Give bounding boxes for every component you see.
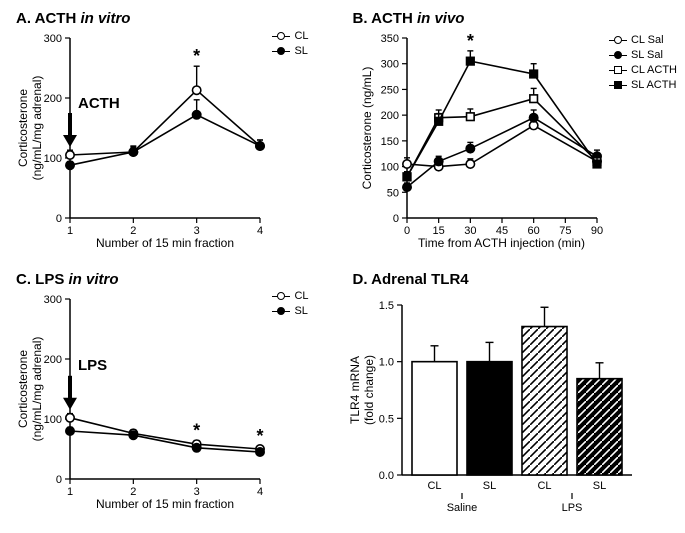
panel-c-lps-in-vitro: C. LPS in vitro Corticosterone(ng/mL/mg a… <box>10 271 339 524</box>
legend-marker-icon <box>272 30 290 42</box>
svg-text:*: * <box>193 420 200 440</box>
x-axis-label: Number of 15 min fraction <box>96 497 234 511</box>
panel-title: C. LPS in vitro <box>16 271 119 288</box>
legend-item: SL <box>272 304 308 319</box>
svg-text:CL: CL <box>537 480 551 492</box>
svg-text:CL: CL <box>427 480 441 492</box>
chart-area: Corticosterone(ng/mL/mg adrenal)01002003… <box>70 299 260 479</box>
svg-text:200: 200 <box>380 110 398 122</box>
legend-label: SL Sal <box>631 49 663 61</box>
legend-marker-icon <box>609 34 627 46</box>
svg-text:300: 300 <box>44 33 62 45</box>
panel-title: B. ACTH in vivo <box>353 10 465 27</box>
y-axis-label: TLR4 mRNA(fold change) <box>348 354 376 424</box>
svg-text:200: 200 <box>44 354 62 366</box>
svg-text:1: 1 <box>67 486 73 498</box>
legend-label: CL Sal <box>631 34 664 46</box>
legend: CL SL <box>272 289 308 319</box>
legend-label: SL ACTH <box>631 79 676 91</box>
legend: CL Sal SL Sal CL ACTH SL ACTH <box>609 32 677 92</box>
svg-text:1: 1 <box>67 225 73 237</box>
svg-text:0: 0 <box>392 213 398 225</box>
svg-text:*: * <box>466 31 473 51</box>
svg-text:SL: SL <box>592 480 605 492</box>
legend-marker-icon <box>272 290 290 302</box>
legend-marker-icon <box>272 45 290 57</box>
svg-text:100: 100 <box>44 414 62 426</box>
svg-text:0.0: 0.0 <box>378 470 393 482</box>
legend-label: SL <box>294 305 307 317</box>
legend-marker-icon <box>609 79 627 91</box>
svg-text:Saline: Saline <box>446 502 477 514</box>
legend-label: SL <box>294 45 307 57</box>
panel-d-adrenal-tlr4: D. Adrenal TLR4 TLR4 mRNA(fold change) 0.… <box>347 271 676 524</box>
svg-text:200: 200 <box>44 93 62 105</box>
chart-area: Corticosterone (ng/mL)050100150200250300… <box>407 38 597 218</box>
legend-label: CL ACTH <box>631 64 677 76</box>
panel-a-acth-in-vitro: A. ACTH in vitro Corticosterone(ng/mL/mg … <box>10 10 339 263</box>
y-axis-label: Corticosterone (ng/mL) <box>360 67 374 190</box>
legend-label: CL <box>294 290 308 302</box>
legend: CL SL <box>272 28 308 58</box>
svg-text:300: 300 <box>44 294 62 306</box>
legend-item: SL Sal <box>609 47 677 62</box>
chart-area: TLR4 mRNA(fold change) 0.00.51.01.5CLSLC… <box>402 305 632 475</box>
svg-text:250: 250 <box>380 84 398 96</box>
legend-item: CL <box>272 289 308 304</box>
legend-label: CL <box>294 30 308 42</box>
svg-text:LPS: LPS <box>561 502 582 514</box>
svg-text:0.5: 0.5 <box>378 413 393 425</box>
panel-b-acth-in-vivo: B. ACTH in vivoCorticosterone (ng/mL)050… <box>347 10 676 263</box>
svg-text:4: 4 <box>257 486 263 498</box>
x-axis-label: Number of 15 min fraction <box>96 236 234 250</box>
svg-text:1.5: 1.5 <box>378 300 393 312</box>
svg-text:150: 150 <box>380 136 398 148</box>
arrow-label: LPS <box>78 357 107 374</box>
x-axis-label: Time from ACTH injection (min) <box>418 236 585 250</box>
legend-marker-icon <box>272 305 290 317</box>
svg-text:SL: SL <box>482 480 495 492</box>
svg-text:100: 100 <box>44 153 62 165</box>
panel-title: A. ACTH in vitro <box>16 10 130 27</box>
svg-text:50: 50 <box>386 187 398 199</box>
chart-area: Corticosterone(ng/mL/mg adrenal)01002003… <box>70 38 260 218</box>
legend-item: CL ACTH <box>609 62 677 77</box>
svg-text:100: 100 <box>380 162 398 174</box>
legend-item: CL Sal <box>609 32 677 47</box>
svg-text:90: 90 <box>590 225 602 237</box>
svg-text:*: * <box>256 426 263 446</box>
panel-title: D. Adrenal TLR4 <box>353 271 469 288</box>
svg-text:*: * <box>193 46 200 66</box>
y-axis-label: Corticosterone(ng/mL/mg adrenal) <box>16 336 44 441</box>
svg-text:1.0: 1.0 <box>378 356 393 368</box>
svg-text:0: 0 <box>403 225 409 237</box>
svg-text:0: 0 <box>56 213 62 225</box>
svg-text:300: 300 <box>380 59 398 71</box>
legend-item: CL <box>272 28 308 43</box>
legend-marker-icon <box>609 64 627 76</box>
legend-item: SL ACTH <box>609 77 677 92</box>
svg-text:0: 0 <box>56 474 62 486</box>
arrow-label: ACTH <box>78 95 120 112</box>
y-axis-label: Corticosterone(ng/mL/mg adrenal) <box>16 76 44 181</box>
svg-text:4: 4 <box>257 225 263 237</box>
svg-text:350: 350 <box>380 33 398 45</box>
legend-marker-icon <box>609 49 627 61</box>
legend-item: SL <box>272 43 308 58</box>
